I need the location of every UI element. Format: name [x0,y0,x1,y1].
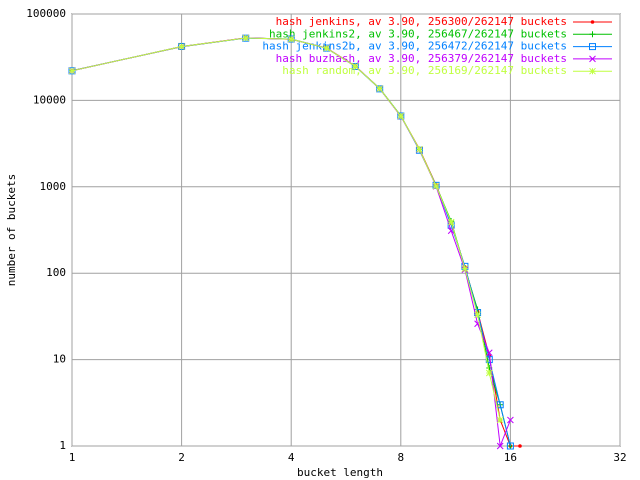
x-tick-label: 1 [69,451,76,464]
legend-marker [589,67,596,75]
data-point [461,265,469,272]
data-point [287,35,295,43]
legend-marker [590,20,595,24]
plot-frame [71,13,621,447]
data-point [376,85,384,92]
y-tick-label: 100000 [26,7,66,20]
data-point [496,401,504,409]
y-tick-label: 10 [53,353,66,366]
data-point [432,182,440,190]
legend-label: hash random, av 3.90, 256169/262147 buck… [282,64,567,77]
legend-label: hash jenkins, av 3.90, 256300/262147 buc… [276,15,567,28]
legend-marker [589,31,596,38]
x-tick-label: 4 [288,451,295,464]
data-point [474,311,481,319]
data-point [323,44,330,52]
y-axis-label: number of buckets [5,174,18,287]
data-point [496,442,504,450]
data-point [397,112,405,120]
x-tick-label: 2 [178,451,185,464]
legend-label: hash jenkins2b, av 3.90, 256472/262147 b… [262,40,567,53]
data-point [496,416,504,424]
x-tick-label: 8 [397,451,404,464]
series-line [71,37,520,447]
legend-marker [589,55,596,63]
data-point [416,145,423,153]
data-point [68,67,76,75]
data-point [447,218,455,226]
data-point [242,34,250,42]
data-point [507,443,514,449]
legend-label: hash jenkins2, av 3.90, 256467/262147 bu… [269,27,567,40]
data-point [518,444,522,448]
data-point [351,62,359,70]
data-point [485,369,493,377]
data-point [506,442,514,450]
x-tick-label: 32 [613,451,626,464]
x-tick-label: 16 [504,451,517,464]
data-point [178,43,185,50]
y-tick-label: 1 [59,439,66,452]
legend-marker [589,43,596,51]
y-tick-label: 100 [46,266,66,279]
x-axis-label: bucket length [297,466,383,479]
series-line [71,37,501,421]
data-point [507,416,514,424]
y-tick-label: 10000 [33,93,66,106]
y-tick-label: 1000 [40,180,67,193]
data-point [485,349,493,357]
legend-label: hash buzhash, av 3.90, 256379/262147 buc… [276,52,567,65]
